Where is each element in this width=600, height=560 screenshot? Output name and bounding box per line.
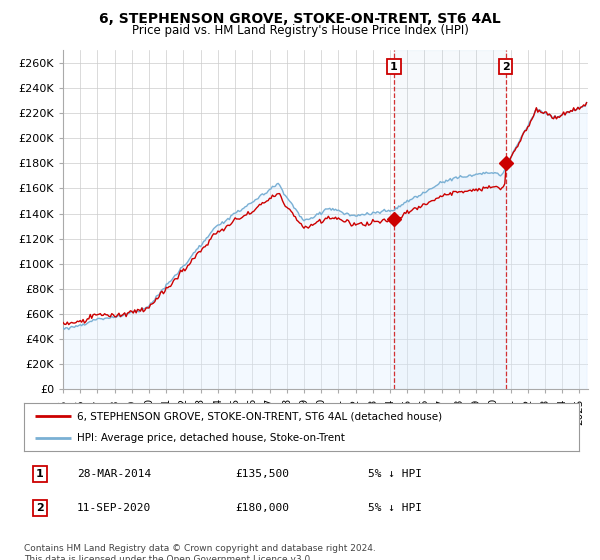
Text: Price paid vs. HM Land Registry's House Price Index (HPI): Price paid vs. HM Land Registry's House … — [131, 24, 469, 37]
Text: £180,000: £180,000 — [235, 503, 289, 513]
Text: 2: 2 — [502, 62, 509, 72]
Text: 1: 1 — [390, 62, 398, 72]
Bar — [394, 50, 506, 389]
Text: 6, STEPHENSON GROVE, STOKE-ON-TRENT, ST6 4AL: 6, STEPHENSON GROVE, STOKE-ON-TRENT, ST6… — [99, 12, 501, 26]
Text: 1: 1 — [35, 469, 43, 479]
Text: 11-SEP-2020: 11-SEP-2020 — [77, 503, 151, 513]
Text: 5% ↓ HPI: 5% ↓ HPI — [368, 503, 422, 513]
Text: 28-MAR-2014: 28-MAR-2014 — [77, 469, 151, 479]
Text: £135,500: £135,500 — [235, 469, 289, 479]
Text: 6, STEPHENSON GROVE, STOKE-ON-TRENT, ST6 4AL (detached house): 6, STEPHENSON GROVE, STOKE-ON-TRENT, ST6… — [77, 411, 442, 421]
Text: Contains HM Land Registry data © Crown copyright and database right 2024.
This d: Contains HM Land Registry data © Crown c… — [24, 544, 376, 560]
Text: HPI: Average price, detached house, Stoke-on-Trent: HPI: Average price, detached house, Stok… — [77, 433, 344, 443]
Text: 5% ↓ HPI: 5% ↓ HPI — [368, 469, 422, 479]
Text: 2: 2 — [35, 503, 43, 513]
